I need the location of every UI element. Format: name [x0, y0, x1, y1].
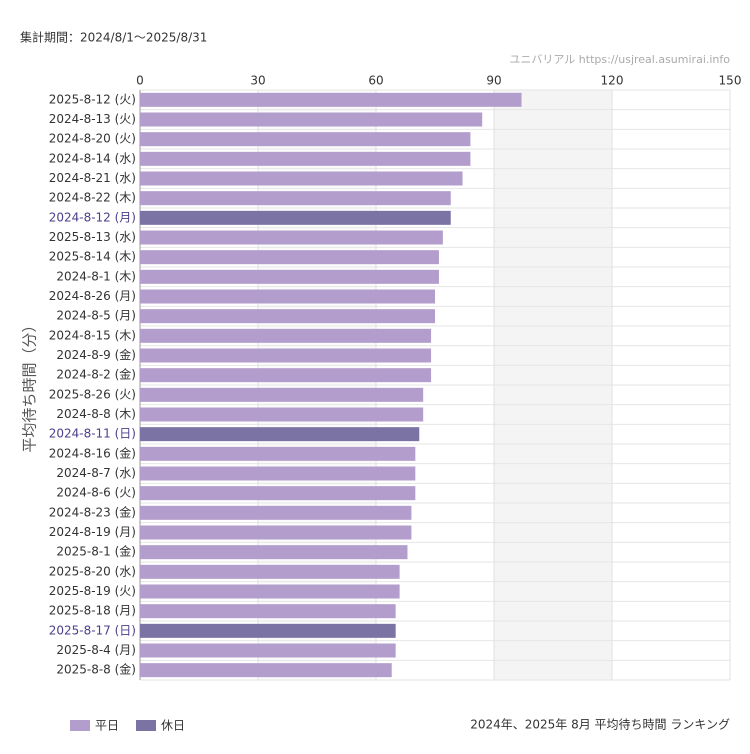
bar [140, 289, 435, 304]
y-tick-label: 2025-8-1 (金) [56, 544, 136, 559]
bar [140, 210, 451, 225]
y-tick-label: 2025-8-18 (月) [49, 604, 136, 618]
bar [140, 643, 396, 658]
y-tick-label: 2024-8-13 (火) [49, 112, 136, 126]
bar [140, 564, 400, 579]
y-tick-label: 2024-8-22 (木) [49, 191, 136, 205]
bar [140, 269, 439, 284]
bar [140, 309, 435, 324]
y-tick-label: 2024-8-2 (金) [56, 367, 136, 382]
bar [140, 368, 432, 383]
bar [140, 191, 451, 206]
bar [140, 427, 420, 442]
y-tick-label: 2024-8-12 (月) [49, 210, 136, 224]
y-tick-label: 2025-8-17 (日) [49, 623, 136, 637]
footer: 2024年、2025年 8月 平均待ち時間 ランキング [470, 718, 730, 732]
bar [140, 466, 416, 481]
y-tick-label: 2024-8-23 (金) [49, 504, 136, 519]
bar [140, 623, 396, 638]
y-tick-label: 2024-8-7 (水) [56, 466, 136, 480]
bar [140, 545, 408, 560]
y-tick-label: 2024-8-6 (火) [56, 486, 136, 500]
y-tick-label: 2024-8-8 (木) [56, 407, 136, 421]
y-tick-label: 2025-8-14 (木) [49, 250, 136, 264]
y-tick-label: 2025-8-4 (月) [56, 643, 136, 657]
legend-label: 平日 [95, 719, 119, 733]
bar [140, 387, 424, 402]
bar [140, 604, 396, 619]
x-tick-label: 150 [719, 74, 742, 88]
y-axis-title: 平均待ち時間（分） [21, 317, 39, 452]
y-tick-label: 2025-8-20 (水) [49, 564, 136, 578]
y-tick-label: 2024-8-5 (月) [56, 309, 136, 323]
bar [140, 505, 412, 520]
x-tick-label: 90 [486, 74, 501, 88]
bar [140, 230, 443, 245]
bar [140, 112, 483, 127]
legend-swatch [70, 720, 90, 731]
y-tick-label: 2025-8-26 (火) [49, 387, 136, 401]
period: 集計期間：2024/8/1〜2025/8/31 [20, 30, 207, 45]
bar [140, 151, 471, 166]
y-tick-label: 2025-8-13 (水) [49, 230, 136, 244]
bar [140, 348, 432, 363]
bar [140, 486, 416, 501]
y-tick-label: 2024-8-20 (火) [49, 132, 136, 146]
y-tick-label: 2024-8-21 (水) [49, 171, 136, 185]
y-tick-label: 2024-8-19 (月) [49, 525, 136, 539]
y-tick-label: 2024-8-1 (木) [56, 269, 136, 283]
y-tick-label: 2025-8-19 (火) [49, 584, 136, 598]
legend-swatch [136, 720, 156, 731]
bar [140, 525, 412, 540]
x-tick-label: 30 [250, 74, 265, 88]
legend-label: 休日 [161, 719, 185, 733]
bar [140, 407, 424, 422]
y-tick-label: 2024-8-16 (金) [49, 445, 136, 460]
bar [140, 663, 392, 678]
bar [140, 92, 522, 107]
y-tick-label: 2024-8-9 (金) [56, 347, 136, 362]
bar [140, 328, 432, 343]
y-tick-label: 2024-8-11 (日) [49, 427, 136, 441]
y-tick-label: 2025-8-12 (火) [49, 92, 136, 106]
bar [140, 171, 463, 186]
x-tick-label: 60 [368, 74, 383, 88]
y-tick-label: 2025-8-8 (金) [56, 662, 136, 677]
y-tick-label: 2024-8-26 (月) [49, 289, 136, 303]
y-tick-label: 2024-8-15 (木) [49, 328, 136, 342]
x-tick-label: 120 [601, 74, 624, 88]
bar [140, 584, 400, 599]
bar [140, 250, 439, 265]
y-tick-label: 2024-8-14 (水) [49, 151, 136, 165]
bar [140, 132, 471, 147]
x-tick-label: 0 [136, 74, 144, 88]
bar [140, 446, 416, 461]
source: ユニバリアル https://usjreal.asumirai.info [509, 53, 730, 66]
